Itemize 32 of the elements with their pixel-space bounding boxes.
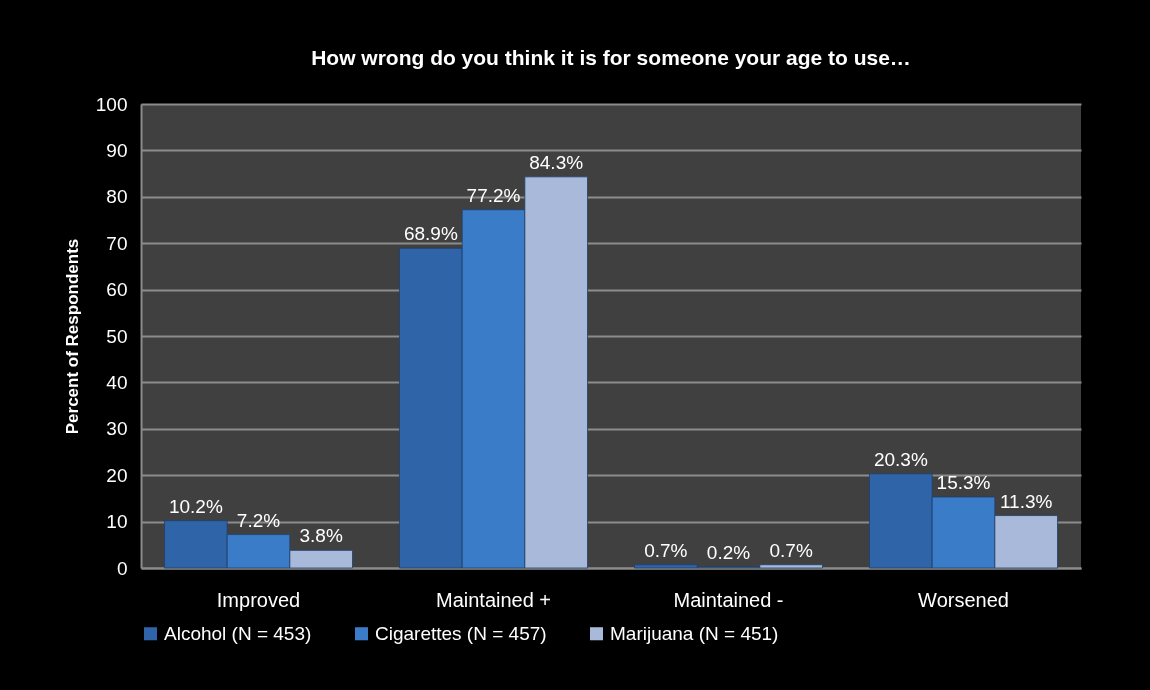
data-label: 0.7% <box>644 539 688 561</box>
y-tick-label: 30 <box>106 418 128 440</box>
data-label: 3.8% <box>299 525 343 547</box>
y-tick-label: 10 <box>106 511 128 533</box>
y-tick-label: 60 <box>106 279 128 301</box>
data-label: 7.2% <box>236 509 281 531</box>
legend-label: Cigarettes (N = 457) <box>375 622 547 644</box>
x-tick-label: Maintained + <box>435 588 552 611</box>
data-label: 68.9% <box>403 223 458 245</box>
y-tick-label: 0 <box>116 557 128 579</box>
y-tick-label: 50 <box>106 325 128 347</box>
data-label: 10.2% <box>168 495 223 517</box>
x-tick-label: Maintained - <box>673 588 784 611</box>
data-label: 15.3% <box>936 472 991 494</box>
data-label: 20.3% <box>873 448 928 470</box>
data-label: 77.2% <box>466 184 521 206</box>
x-tick-label: Worsened <box>918 588 1009 611</box>
legend-label: Marijuana (N = 451) <box>610 622 779 644</box>
y-tick-label: 70 <box>106 232 128 254</box>
chart-title: How wrong do you think it is for someone your age to use… <box>311 46 911 69</box>
y-tick-label: 20 <box>106 464 128 486</box>
y-tick-label: 40 <box>106 371 128 393</box>
legend-label: Alcohol (N = 453) <box>164 622 312 644</box>
y-tick-label: 90 <box>106 139 128 161</box>
data-label: 0.7% <box>769 539 813 561</box>
y-tick-label: 100 <box>95 93 128 115</box>
data-label: 11.3% <box>999 490 1053 512</box>
y-tick-label: 80 <box>106 186 128 208</box>
data-label: 0.2% <box>706 542 751 564</box>
data-label: 84.3% <box>529 151 584 173</box>
x-tick-label: Improved <box>216 588 301 611</box>
y-axis-title: Percent of Respondents <box>62 238 82 435</box>
